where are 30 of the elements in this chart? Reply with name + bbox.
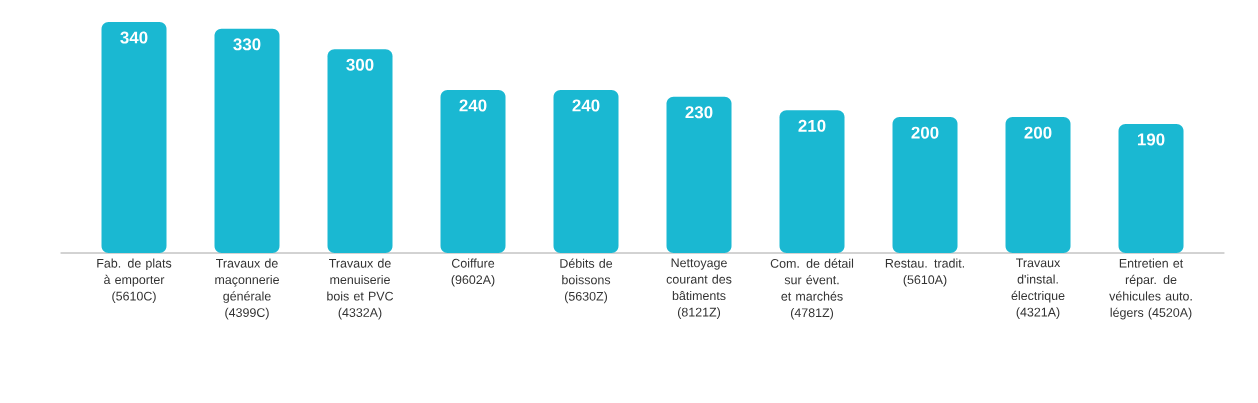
x-tick-label: Coiffure (9602A) [451,258,495,287]
data-label: 210 [798,119,826,132]
bar [101,22,167,253]
x-tick-label: Fab. de plats à emporter (5610C) [97,258,172,303]
x-tick-label: Nettoyage courant des bâtiments (8121Z) [666,258,732,319]
bar [892,117,958,253]
x-tick-label: Com. de détail sur évent. et marchés (4781Z) [770,258,854,320]
bar [440,89,506,253]
x-tick-label: Travaux de menuiserie bois et PVC (4332A) [327,258,394,320]
bar [779,110,845,253]
x-tick-label: Débits de boissons (5630Z) [560,258,613,304]
data-label: 200 [1024,126,1052,139]
data-label: 230 [685,106,713,119]
bar [214,28,280,253]
x-tick-label: Travaux d'instal. électrique (4321A) [1011,258,1065,319]
x-tick-label: Travaux de maçonnerie générale (4399C) [215,258,279,320]
x-tick-label: Entretien et répar. de véhicules auto. légers (4520A) [1109,258,1192,320]
bar [327,49,393,253]
data-label: 240 [572,99,600,112]
x-tick-label: Restau. tradit. (5610A) [885,258,965,287]
data-label: 200 [911,126,939,139]
data-label: 340 [120,31,148,44]
bar [1118,123,1184,253]
data-label: 190 [1137,133,1165,146]
bar [553,89,619,253]
data-label: 300 [346,58,374,71]
data-label: 330 [233,38,261,51]
bar [1005,117,1071,253]
bar [666,96,732,253]
data-label: 240 [459,99,487,112]
